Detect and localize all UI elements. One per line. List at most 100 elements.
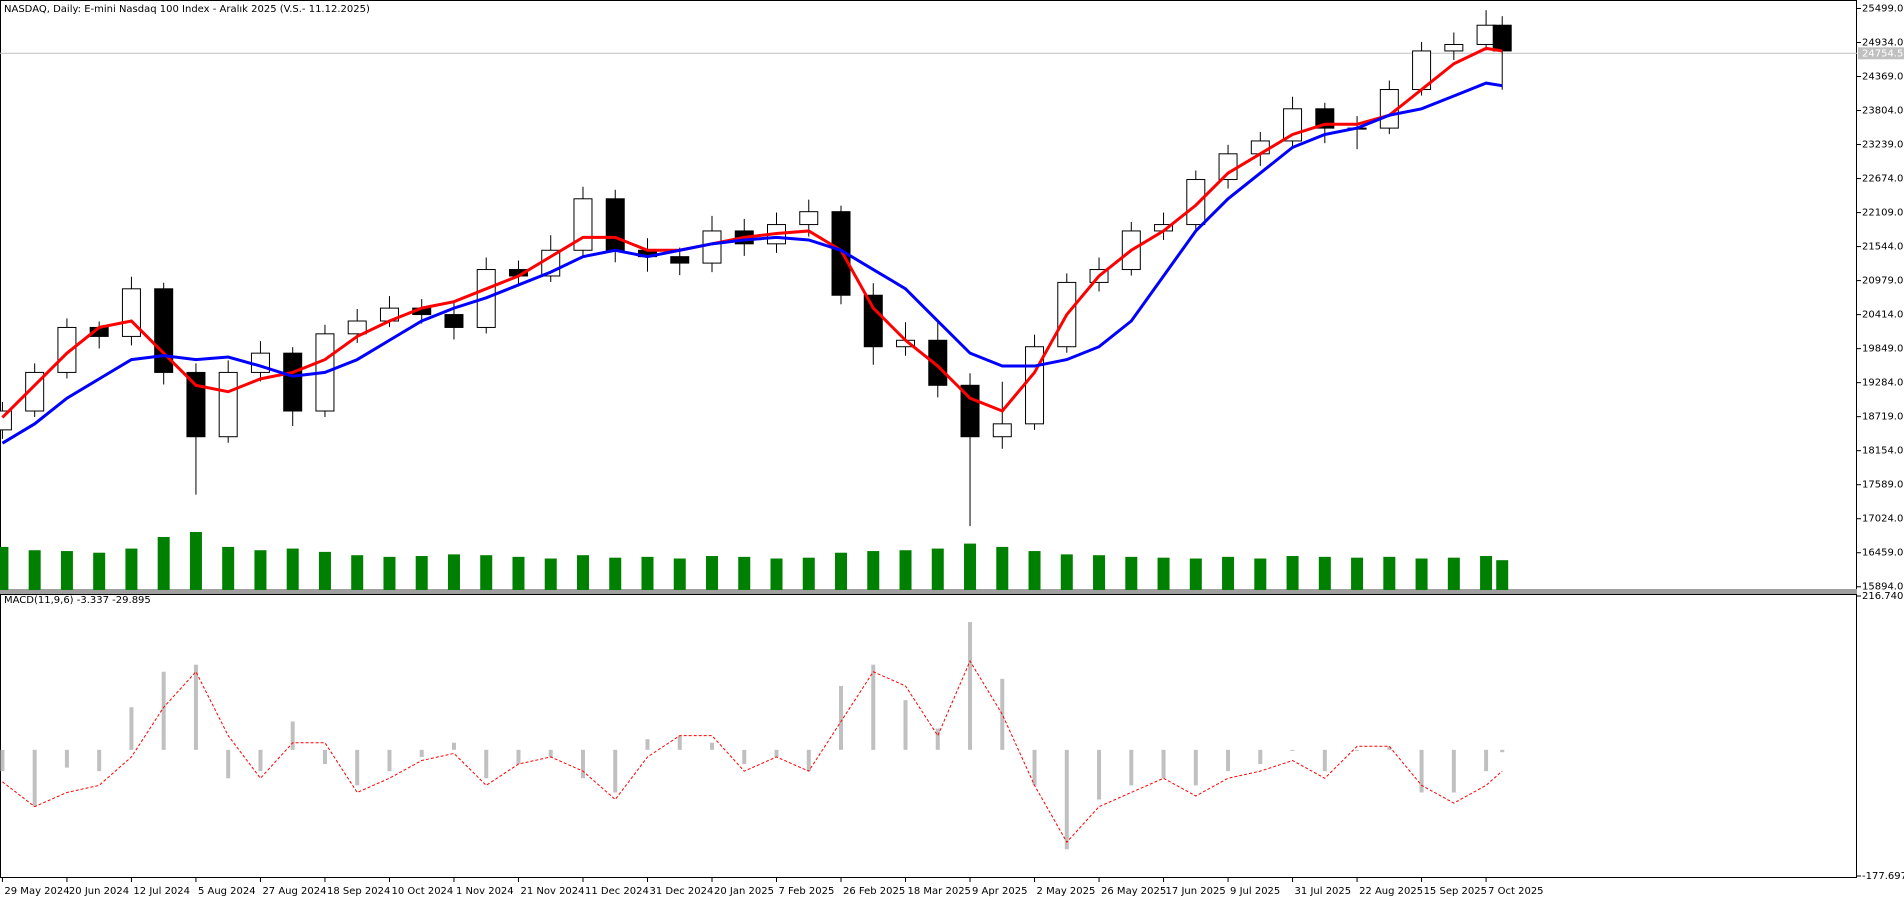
macd-histogram-bar [774,749,779,757]
panel-separator [0,589,1857,594]
volume-bar [1093,555,1106,590]
macd-histogram-bar [1419,749,1424,793]
candle-body [992,423,1012,438]
macd-histogram-bar [1032,749,1037,786]
volume-bar [1415,558,1428,590]
volume-bar [964,543,977,590]
macd-histogram-bar [1290,749,1295,751]
y-tick-label: 22674.00 [1862,174,1904,185]
macd-histogram-bar [1000,678,1005,750]
volume-bar [770,558,783,590]
price-title: NASDAQ, Daily: E-mini Nasdaq 100 Index -… [4,4,370,15]
candle-body [670,256,690,264]
volume-bar [447,554,460,590]
candle-body [1218,153,1238,181]
volume-bar [705,556,718,590]
candle-body [1250,140,1270,155]
macd-histogram-bar [613,749,618,793]
macd-histogram-bar [1387,746,1392,750]
macd-histogram-bar [709,742,714,750]
macd-histogram-bar [419,749,424,757]
y-tick-label: 23239.00 [1862,140,1904,151]
macd-histogram-bar [1484,749,1489,772]
x-tick-label: 7 Feb 2025 [779,886,835,897]
macd-panel-border [0,594,1857,878]
candle-body [283,352,303,412]
x-tick-label: 2 May 2025 [1037,886,1096,897]
macd-histogram-bar [1355,749,1360,751]
y-tick-label: 23804.00 [1862,106,1904,117]
volume-bar [1028,551,1041,590]
volume-bar [673,558,686,590]
volume-bar [125,548,138,590]
macd-histogram-bar [903,700,908,750]
volume-bar [931,548,944,590]
volume-bar [0,546,9,590]
candle-body [1476,24,1496,45]
y-tick-label: 24934.00 [1862,38,1904,49]
macd-histogram-bar [129,707,134,750]
y-tick-label: 216.740 [1862,591,1903,602]
y-tick-label: 22109.00 [1862,208,1904,219]
volume-bar [60,551,73,590]
x-tick-label: 29 May 2024 [4,886,69,897]
volume-bar [609,557,622,590]
x-tick-label: 9 Jul 2025 [1230,886,1280,897]
macd-histogram-bar [0,749,5,772]
x-tick-label: 12 Jul 2024 [133,886,190,897]
macd-histogram-bar [32,749,37,807]
volume-bar [1480,556,1493,590]
macd-histogram-bar [839,685,844,750]
macd-histogram-bar [806,749,811,772]
volume-bar [576,555,589,590]
macd-histogram-bar [1129,749,1134,786]
volume-bar [1383,556,1396,590]
candle-body [928,339,948,386]
y-tick-label: 16459.00 [1862,548,1904,559]
volume-bar [1496,560,1509,590]
x-tick-label: 31 Dec 2024 [649,886,713,897]
volume-bar [512,556,525,590]
macd-histogram-bar [1161,749,1166,779]
price-panel-border [0,0,1857,591]
candle-body [347,320,367,335]
macd-title: MACD(11,9,6) -3.337 -29.895 [4,595,151,606]
volume-bar [1189,558,1202,590]
macd-histogram-bar [97,749,102,772]
y-tick-label: 18154.00 [1862,446,1904,457]
candle-body [0,410,12,431]
macd-histogram-bar [935,728,940,750]
macd-signal-line [2,660,1503,843]
volume-bar [254,550,267,590]
macd-histogram-bar [290,721,295,750]
volume-bar [1254,558,1267,590]
volume-bar [1060,554,1073,590]
volume-bar [544,558,557,590]
y-tick-label: 18719.00 [1862,412,1904,423]
y-tick-label: 20979.00 [1862,276,1904,287]
macd-histogram-bar [516,749,521,765]
y-tick-label: 19284.00 [1862,378,1904,389]
candle-body [799,211,819,226]
candle-body [702,230,722,264]
y-tick-label: 17589.00 [1862,480,1904,491]
volume-bar [1447,557,1460,590]
macd-histogram-bar [1064,749,1069,850]
volume-bar [28,550,41,590]
x-tick-label: 7 Oct 2025 [1488,886,1543,897]
macd-histogram-bar [322,749,327,765]
volume-bar [93,552,106,590]
volume-bar [1286,556,1299,590]
x-tick-label: 18 Sep 2024 [327,886,390,897]
x-tick-label: 9 Apr 2025 [972,886,1027,897]
volume-bar [641,556,654,590]
x-tick-label: 20 Jun 2024 [69,886,129,897]
macd-histogram-bar [355,749,360,786]
macd-histogram-bar [1258,749,1263,765]
volume-bar [157,536,170,590]
volume-bar [480,555,493,590]
volume-bar [802,557,815,590]
x-tick-label: 18 Mar 2025 [908,886,971,897]
y-tick-label: 21544.00 [1862,242,1904,253]
